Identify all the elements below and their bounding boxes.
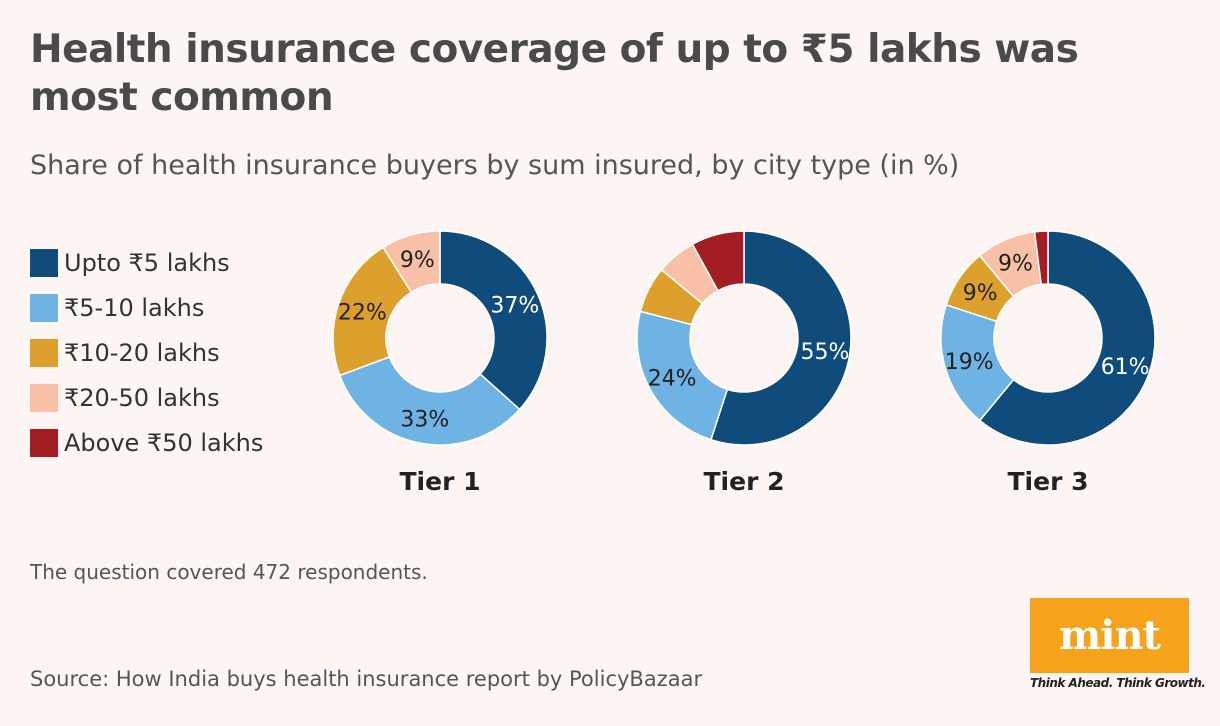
legend-item: Upto ₹5 lakhs — [30, 240, 263, 285]
slice-label: 33% — [400, 408, 449, 433]
legend-item: ₹5-10 lakhs — [30, 285, 263, 330]
slice-label: 9% — [400, 248, 435, 273]
logo-text: mint — [1058, 612, 1161, 659]
donut-slice — [1033, 230, 1049, 286]
legend-swatch — [30, 293, 58, 322]
donut-slice — [382, 230, 441, 294]
legend-label: ₹5-10 lakhs — [64, 293, 205, 322]
slice-label: 22% — [338, 301, 387, 326]
slice-label: 9% — [963, 281, 998, 306]
source-line: Source: How India buys health insurance … — [30, 667, 703, 691]
legend-item: Above ₹50 lakhs — [30, 420, 263, 465]
donut-slice — [636, 310, 729, 441]
donut-title: Tier 1 — [399, 467, 480, 496]
donut-slice — [709, 230, 852, 446]
chart-subtitle: Share of health insurance buyers by sum … — [30, 150, 960, 181]
donut-title: Tier 2 — [703, 467, 784, 496]
legend-swatch — [30, 338, 58, 367]
donut-slice — [338, 355, 521, 446]
slice-label: 37% — [490, 294, 539, 319]
legend-swatch — [30, 383, 58, 412]
legend-label: ₹20-50 lakhs — [64, 383, 220, 412]
donut-slice — [439, 230, 548, 411]
legend-swatch — [30, 248, 58, 277]
legend-swatch — [30, 428, 58, 457]
legend-label: Above ₹50 lakhs — [64, 428, 264, 457]
donut-title: Tier 3 — [1007, 467, 1088, 496]
logo-tagline: Think Ahead. Think Growth. — [1030, 676, 1206, 690]
mint-logo: mint — [1030, 598, 1189, 673]
legend-item: ₹10-20 lakhs — [30, 330, 263, 375]
slice-label: 9% — [998, 252, 1033, 277]
chart-title: Health insurance coverage of up to ₹5 la… — [30, 27, 1079, 120]
legend-item: ₹20-50 lakhs — [30, 375, 263, 420]
slice-label: 61% — [1101, 355, 1150, 380]
legend: Upto ₹5 lakhs ₹5-10 lakhs ₹10-20 lakhs ₹… — [30, 240, 263, 465]
donut-slice — [691, 230, 745, 292]
legend-label: ₹10-20 lakhs — [64, 338, 220, 367]
footnote: The question covered 472 respondents. — [30, 560, 428, 584]
slice-label: 55% — [801, 340, 850, 365]
slice-label: 24% — [648, 367, 697, 392]
donut-slice — [978, 230, 1156, 446]
legend-label: Upto ₹5 lakhs — [64, 248, 230, 277]
slice-label: 19% — [945, 350, 994, 375]
